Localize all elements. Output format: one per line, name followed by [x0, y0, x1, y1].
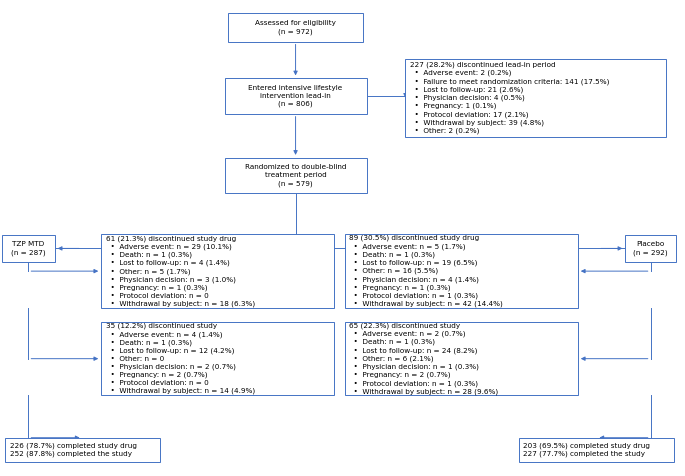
FancyBboxPatch shape	[228, 13, 363, 41]
Text: 65 (22.3%) discontinued study
  •  Adverse event: n = 2 (0.7%)
  •  Death: n = 1: 65 (22.3%) discontinued study • Adverse …	[349, 322, 499, 395]
FancyBboxPatch shape	[5, 438, 160, 462]
Text: TZP MTD
(n = 287): TZP MTD (n = 287)	[11, 241, 46, 256]
Text: 227 (28.2%) discontinued lead-in period
  •  Adverse event: 2 (0.2%)
  •  Failur: 227 (28.2%) discontinued lead-in period …	[410, 62, 610, 134]
FancyBboxPatch shape	[345, 322, 578, 396]
FancyBboxPatch shape	[406, 59, 666, 137]
FancyBboxPatch shape	[345, 235, 578, 308]
Text: 226 (78.7%) completed study drug
252 (87.8%) completed the study: 226 (78.7%) completed study drug 252 (87…	[10, 443, 136, 457]
Text: Placebo
(n = 292): Placebo (n = 292)	[634, 241, 668, 256]
FancyBboxPatch shape	[101, 322, 334, 396]
FancyBboxPatch shape	[2, 235, 55, 262]
Text: Assessed for eligibility
(n = 972): Assessed for eligibility (n = 972)	[255, 20, 336, 35]
FancyBboxPatch shape	[225, 158, 366, 193]
Text: Randomized to double-blind
treatment period
(n = 579): Randomized to double-blind treatment per…	[245, 164, 347, 187]
FancyBboxPatch shape	[519, 438, 674, 462]
FancyBboxPatch shape	[101, 235, 334, 308]
Text: 203 (69.5%) completed study drug
227 (77.7%) completed the study: 203 (69.5%) completed study drug 227 (77…	[523, 443, 651, 457]
Text: 89 (30.5%) discontinued study drug
  •  Adverse event: n = 5 (1.7%)
  •  Death: : 89 (30.5%) discontinued study drug • Adv…	[349, 235, 503, 307]
FancyBboxPatch shape	[625, 235, 676, 262]
Text: 35 (12.2%) discontinued study
  •  Adverse event: n = 4 (1.4%)
  •  Death: n = 1: 35 (12.2%) discontinued study • Adverse …	[106, 323, 255, 395]
FancyBboxPatch shape	[225, 78, 366, 114]
Text: 61 (21.3%) discontinued study drug
  •  Adverse event: n = 29 (10.1%)
  •  Death: 61 (21.3%) discontinued study drug • Adv…	[106, 235, 255, 307]
Text: Entered intensive lifestyle
intervention lead-in
(n = 806): Entered intensive lifestyle intervention…	[249, 85, 342, 107]
